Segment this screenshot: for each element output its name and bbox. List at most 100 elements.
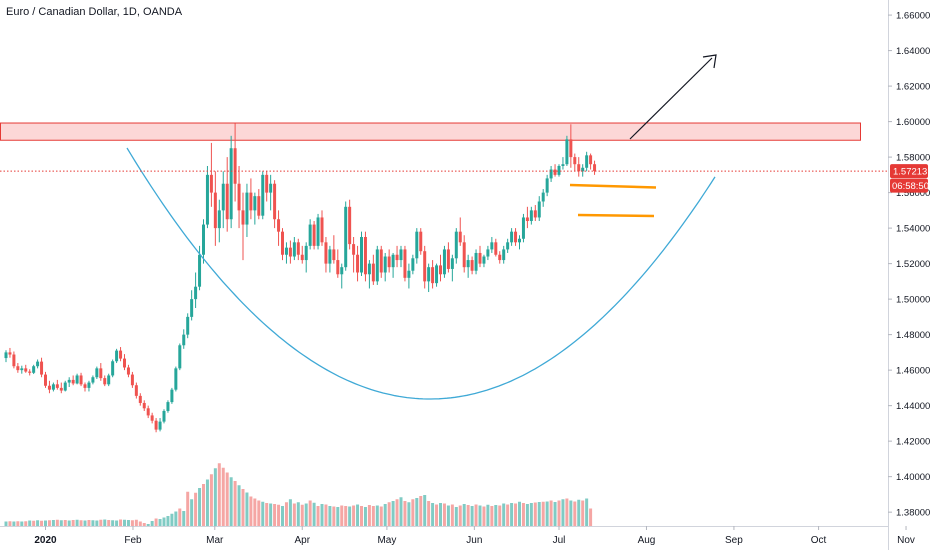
candle-body[interactable] [225, 183, 229, 220]
candle-body[interactable] [40, 361, 44, 375]
candle-body[interactable] [474, 252, 478, 271]
candle-body[interactable] [521, 217, 525, 239]
candle-body[interactable] [332, 249, 336, 261]
candle-body[interactable] [316, 217, 320, 246]
candle-body[interactable] [533, 210, 537, 218]
candle-body[interactable] [24, 368, 28, 372]
candle-body[interactable] [67, 379, 71, 383]
candle-body[interactable] [435, 265, 439, 284]
candle-body[interactable] [12, 354, 16, 367]
candle-body[interactable] [115, 350, 119, 362]
candle-body[interactable] [119, 350, 123, 359]
candle-body[interactable] [340, 267, 344, 275]
candle-body[interactable] [296, 242, 300, 255]
candle-body[interactable] [16, 366, 20, 371]
candle-body[interactable] [308, 224, 312, 246]
candle-body[interactable] [182, 334, 186, 346]
candle-body[interactable] [284, 247, 288, 255]
candle-body[interactable] [407, 270, 411, 278]
candle-body[interactable] [221, 183, 225, 211]
candle-body[interactable] [439, 265, 442, 275]
candle-body[interactable] [265, 174, 269, 193]
candle-body[interactable] [229, 148, 233, 220]
candle-body[interactable] [529, 210, 533, 222]
candle-body[interactable] [8, 352, 12, 355]
candle-body[interactable] [375, 249, 379, 282]
candle-body[interactable] [383, 256, 387, 273]
candle-body[interactable] [20, 368, 24, 371]
candle-body[interactable] [71, 379, 75, 384]
candle-body[interactable] [411, 258, 415, 271]
candle-body[interactable] [423, 251, 427, 282]
candle-body[interactable] [288, 247, 292, 257]
candle-body[interactable] [103, 378, 107, 385]
candle-body[interactable] [593, 164, 597, 172]
candle-body[interactable] [537, 201, 541, 218]
candle-body[interactable] [123, 358, 126, 368]
candle-body[interactable] [233, 148, 237, 184]
candle-body[interactable] [36, 361, 40, 367]
candle-body[interactable] [194, 286, 198, 300]
candle-body[interactable] [213, 192, 217, 229]
candle-body[interactable] [300, 254, 304, 261]
candle-body[interactable] [134, 385, 138, 396]
candle-body[interactable] [150, 415, 154, 421]
breakout-arrow[interactable] [629, 57, 713, 140]
candle-body[interactable] [577, 164, 581, 172]
candle-body[interactable] [415, 231, 419, 259]
candle-body[interactable] [320, 217, 324, 243]
candle-body[interactable] [502, 249, 506, 261]
flag-lower-line[interactable] [577, 213, 655, 218]
candle-body[interactable] [419, 231, 423, 252]
candle-body[interactable] [87, 382, 91, 388]
candle-body[interactable] [462, 242, 466, 268]
candle-body[interactable] [585, 155, 589, 168]
candle-body[interactable] [241, 210, 245, 225]
candle-body[interactable] [170, 389, 174, 403]
candle-body[interactable] [107, 375, 111, 385]
candle-body[interactable] [59, 387, 63, 391]
candle-body[interactable] [328, 249, 332, 264]
candle-body[interactable] [525, 217, 529, 222]
candle-body[interactable] [261, 174, 265, 216]
candle-body[interactable] [403, 249, 407, 278]
resistance-zone[interactable] [0, 122, 861, 141]
candle-body[interactable] [249, 192, 253, 211]
candle-body[interactable] [442, 249, 446, 275]
candle-body[interactable] [367, 263, 371, 275]
candle-body[interactable] [581, 167, 585, 172]
candle-body[interactable] [99, 368, 103, 379]
candle-body[interactable] [166, 402, 170, 411]
candle-body[interactable] [545, 178, 549, 193]
candle-body[interactable] [363, 236, 367, 275]
candle-body[interactable] [486, 249, 490, 257]
candle-body[interactable] [277, 219, 281, 232]
candle-body[interactable] [75, 375, 79, 384]
candle-body[interactable] [91, 377, 95, 383]
candle-body[interactable] [371, 263, 375, 282]
candle-body[interactable] [237, 183, 241, 211]
candle-body[interactable] [130, 374, 134, 386]
candle-body[interactable] [466, 260, 470, 268]
candle-body[interactable] [174, 368, 178, 390]
candle-body[interactable] [490, 242, 494, 250]
candle-body[interactable] [494, 242, 498, 255]
candle-body[interactable] [162, 410, 166, 422]
candle-body[interactable] [470, 260, 474, 271]
candle-body[interactable] [44, 374, 47, 386]
candle-body[interactable] [198, 254, 202, 287]
candle-body[interactable] [360, 236, 363, 273]
candle-body[interactable] [281, 231, 284, 255]
candle-body[interactable] [557, 165, 561, 175]
candle-body[interactable] [387, 256, 391, 268]
candle-body[interactable] [379, 249, 383, 273]
candle-body[interactable] [146, 408, 150, 416]
candle-body[interactable] [518, 238, 521, 243]
candle-body[interactable] [427, 267, 431, 282]
candle-body[interactable] [190, 299, 194, 317]
flag-upper-line[interactable] [569, 183, 657, 189]
candle-body[interactable] [186, 316, 190, 335]
candle-body[interactable] [450, 258, 454, 269]
candle-body[interactable] [324, 242, 328, 264]
candle-body[interactable] [83, 384, 87, 388]
